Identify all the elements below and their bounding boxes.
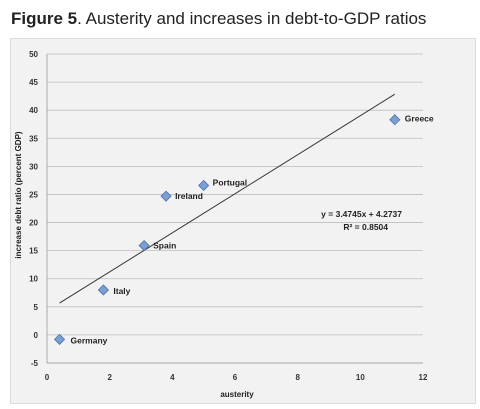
figure-title: Figure 5. Austerity and increases in deb… (11, 9, 426, 29)
y-tick-label: 50 (29, 50, 38, 59)
point-label-spain: Spain (153, 241, 176, 251)
chart-panel (10, 38, 476, 404)
y-tick-label: 40 (29, 106, 38, 115)
x-tick-label: 8 (295, 373, 300, 382)
trendline (59, 93, 396, 304)
trendline-r-squared: R² = 0.8504 (343, 222, 388, 232)
data-point-spain (138, 240, 150, 252)
data-point-italy (97, 284, 109, 296)
trendline-group (59, 93, 396, 304)
x-tick-label: 10 (356, 373, 365, 382)
figure-number: Figure 5 (11, 9, 78, 28)
figure-title-text: . Austerity and increases in debt-to-GDP… (77, 9, 427, 28)
y-tick-label: 25 (29, 190, 38, 199)
axes: -5 0 5 10 15 20 25 30 35 40 45 50 0 2 4 6 8 10 12 (29, 50, 428, 382)
x-tick-label: 2 (107, 373, 112, 382)
y-axis-label: increase debt ratio (percent GDP) (14, 131, 23, 258)
data-point-portugal (198, 179, 210, 192)
data-point-germany (53, 333, 66, 345)
y-tick-label: 30 (29, 162, 38, 171)
point-label-greece: Greece (405, 114, 434, 124)
x-axis-label: austerity (220, 390, 254, 399)
x-tick-label: 12 (419, 373, 428, 382)
y-tick-label: 35 (29, 134, 38, 143)
point-label-portugal: Portugal (213, 177, 247, 187)
gridlines (47, 53, 423, 364)
x-tick-label: 6 (233, 373, 238, 382)
y-tick-label: 15 (29, 247, 38, 256)
y-tick-label: 0 (34, 331, 39, 340)
data-point-greece (389, 114, 401, 126)
y-tick-label: 5 (34, 303, 39, 312)
trendline-equation: y = 3.4745x + 4.2737 (321, 209, 402, 219)
y-tick-label: 10 (29, 275, 38, 284)
point-label-italy: Italy (113, 286, 130, 296)
point-labels: Germany Italy Spain Ireland Portugal Greece (71, 114, 434, 346)
y-tick-label: -5 (31, 359, 39, 368)
point-label-ireland: Ireland (175, 191, 203, 201)
data-points (53, 114, 401, 345)
data-point-ireland (160, 190, 172, 202)
x-tick-label: 4 (170, 373, 175, 382)
x-tick-label: 0 (45, 373, 50, 382)
y-tick-label: 20 (29, 219, 38, 228)
y-tick-label: 45 (29, 78, 38, 87)
point-label-germany: Germany (71, 335, 108, 345)
